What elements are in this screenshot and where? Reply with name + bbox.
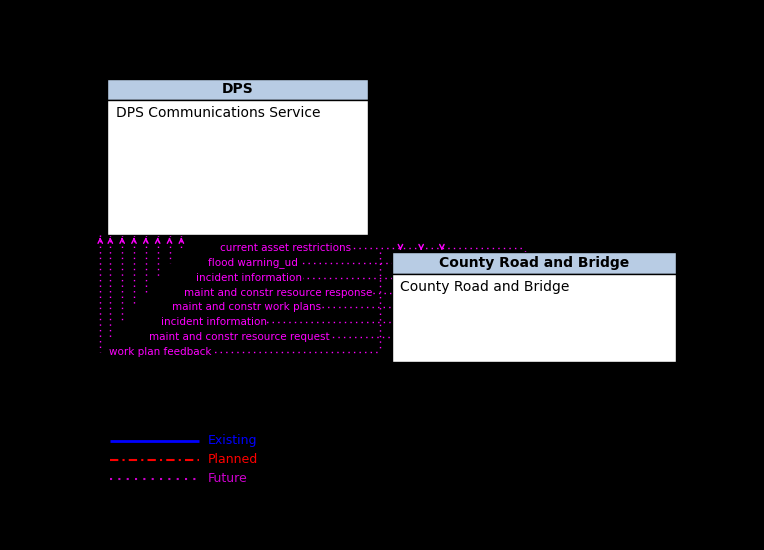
Text: work plan feedback: work plan feedback — [108, 347, 211, 357]
Text: County Road and Bridge: County Road and Bridge — [400, 280, 570, 294]
Text: current asset restrictions: current asset restrictions — [220, 243, 351, 253]
Bar — [392, 252, 676, 273]
Text: County Road and Bridge: County Road and Bridge — [439, 256, 629, 270]
Text: maint and constr work plans: maint and constr work plans — [173, 302, 322, 312]
Text: incident information: incident information — [196, 273, 302, 283]
Text: flood warning_ud: flood warning_ud — [208, 257, 298, 268]
Text: Existing: Existing — [208, 434, 257, 447]
Text: incident information: incident information — [160, 317, 267, 327]
Text: maint and constr resource request: maint and constr resource request — [149, 332, 329, 342]
Bar — [107, 100, 368, 235]
Text: maint and constr resource response: maint and constr resource response — [184, 288, 373, 298]
Text: DPS: DPS — [222, 82, 254, 96]
Text: DPS Communications Service: DPS Communications Service — [116, 106, 321, 120]
Text: Future: Future — [208, 472, 248, 486]
Text: Planned: Planned — [208, 453, 258, 466]
Bar — [107, 79, 368, 100]
Bar — [392, 273, 676, 362]
